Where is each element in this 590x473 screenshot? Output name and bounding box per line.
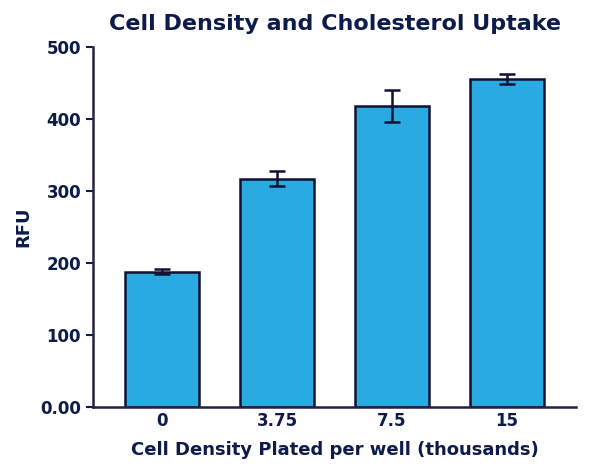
Title: Cell Density and Cholesterol Uptake: Cell Density and Cholesterol Uptake — [109, 14, 560, 34]
Bar — [470, 79, 545, 407]
Bar — [355, 105, 430, 407]
Y-axis label: RFU: RFU — [14, 207, 32, 247]
Bar — [124, 272, 199, 407]
X-axis label: Cell Density Plated per well (thousands): Cell Density Plated per well (thousands) — [130, 441, 539, 459]
Bar — [240, 178, 314, 407]
